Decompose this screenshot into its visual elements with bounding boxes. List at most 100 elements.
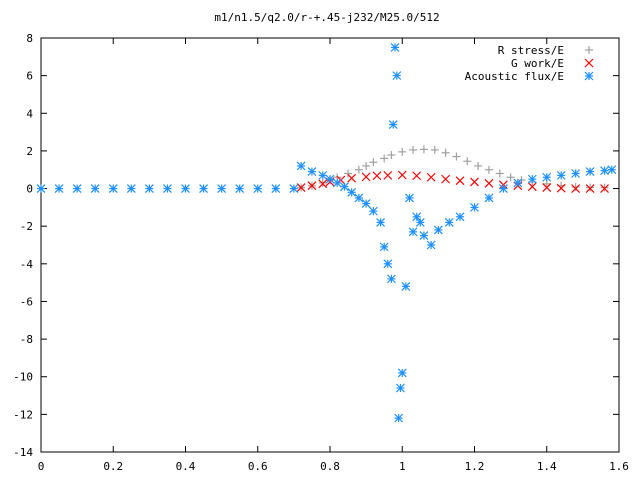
data-point: [419, 145, 428, 154]
data-point: [379, 242, 389, 252]
data-point: [380, 154, 389, 163]
x-tick-label: 0.6: [248, 460, 268, 473]
data-point: [344, 169, 353, 178]
x-tick-label: 0.4: [176, 460, 196, 473]
data-point: [498, 184, 508, 193]
data-point: [36, 184, 46, 193]
data-point: [474, 161, 483, 170]
data-point: [126, 184, 136, 193]
data-point: [163, 184, 172, 193]
legend-marker: [584, 58, 594, 68]
data-point: [199, 184, 208, 193]
data-point: [542, 183, 552, 193]
data-point: [354, 193, 364, 203]
data-point: [398, 147, 407, 156]
data-point: [372, 171, 382, 181]
data-point: [409, 145, 418, 154]
data-point: [408, 227, 418, 237]
data-point: [340, 182, 349, 192]
data-point: [318, 170, 328, 180]
data-point: [296, 161, 306, 171]
data-point: [600, 184, 609, 193]
data-point: [325, 174, 335, 184]
data-point: [394, 413, 404, 423]
data-point: [383, 170, 393, 180]
data-point: [513, 178, 523, 188]
data-point: [296, 183, 306, 193]
data-point: [556, 170, 566, 180]
y-tick-label: -8: [20, 333, 33, 346]
x-tick-label: 0.8: [320, 460, 340, 473]
legend-label: Acoustic flux/E: [465, 70, 564, 83]
data-point: [571, 169, 581, 178]
data-point: [506, 173, 515, 182]
data-point: [405, 193, 414, 203]
data-point: [376, 217, 385, 227]
y-tick-label: -6: [20, 295, 33, 308]
chart-title: m1/n1.5/q2.0/r-+.45-j232/M25.0/512: [214, 11, 439, 24]
data-point: [455, 212, 465, 222]
data-point: [318, 178, 327, 187]
data-point: [90, 184, 100, 193]
data-point: [484, 165, 493, 174]
data-point: [332, 178, 342, 188]
x-tick-label: 0: [38, 460, 45, 473]
data-point: [388, 120, 398, 129]
data-point: [383, 259, 393, 269]
data-point: [396, 383, 405, 393]
data-point: [433, 225, 443, 235]
data-point: [527, 182, 537, 192]
data-point: [495, 169, 504, 178]
data-point: [347, 173, 357, 183]
data-point: [181, 184, 190, 193]
data-point: [54, 184, 64, 193]
data-point: [386, 274, 396, 284]
data-point: [361, 172, 371, 182]
data-point: [108, 184, 118, 193]
data-point: [484, 193, 494, 203]
data-point: [426, 172, 436, 182]
data-point: [527, 174, 537, 184]
data-point: [571, 183, 580, 192]
data-point: [397, 368, 407, 378]
data-point: [441, 148, 450, 157]
x-tick-label: 0.2: [103, 460, 123, 473]
data-point: [307, 181, 317, 191]
data-point: [430, 145, 439, 154]
data-point: [362, 161, 371, 170]
data-point: [542, 172, 552, 182]
data-point: [307, 167, 317, 177]
data-point: [271, 184, 281, 193]
legend-marker: [585, 46, 593, 54]
data-point: [556, 183, 566, 193]
y-tick-label: -4: [20, 258, 34, 271]
data-point: [444, 217, 454, 227]
y-tick-label: 6: [26, 70, 33, 83]
legend-label: G work/E: [511, 57, 564, 70]
data-point: [354, 165, 363, 174]
data-point: [235, 184, 245, 193]
data-point: [463, 157, 472, 166]
data-point: [586, 183, 595, 192]
legend-marker: [584, 71, 594, 81]
y-tick-label: 4: [26, 107, 33, 120]
y-tick-label: -10: [13, 371, 33, 384]
data-point: [369, 158, 378, 167]
data-point: [412, 171, 422, 181]
x-tick-label: 1.4: [537, 460, 557, 473]
data-point: [470, 202, 479, 212]
y-tick-label: -12: [13, 408, 33, 421]
y-tick-label: -2: [20, 220, 33, 233]
data-series: [36, 42, 617, 423]
data-point: [484, 178, 494, 188]
data-point: [217, 184, 227, 193]
data-point: [72, 184, 82, 193]
data-point: [390, 42, 400, 52]
data-point: [585, 167, 595, 177]
data-point: [397, 170, 407, 180]
data-point: [470, 177, 479, 187]
data-point: [441, 174, 451, 184]
